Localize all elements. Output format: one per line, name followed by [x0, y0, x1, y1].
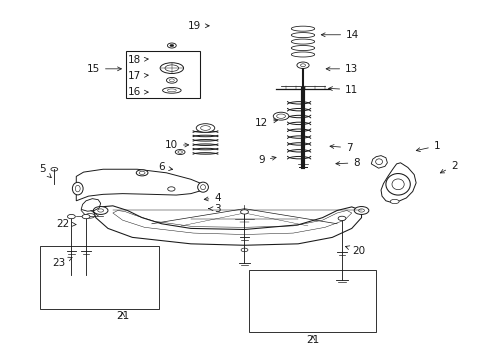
Ellipse shape: [51, 167, 58, 171]
Bar: [126, 51, 199, 98]
Text: 1: 1: [415, 141, 440, 152]
Ellipse shape: [139, 171, 145, 175]
Ellipse shape: [389, 199, 398, 204]
Ellipse shape: [167, 187, 175, 191]
Ellipse shape: [67, 215, 75, 219]
Text: 18: 18: [128, 55, 148, 65]
Text: 7: 7: [329, 143, 352, 153]
Text: 21: 21: [116, 311, 129, 321]
Text: 19: 19: [188, 21, 209, 31]
Ellipse shape: [72, 182, 83, 195]
Ellipse shape: [358, 209, 364, 212]
Text: 13: 13: [325, 64, 358, 74]
Ellipse shape: [375, 159, 382, 165]
Text: 5: 5: [39, 164, 51, 177]
Text: 17: 17: [128, 71, 148, 81]
Ellipse shape: [296, 62, 308, 68]
Text: 4: 4: [204, 193, 221, 203]
Ellipse shape: [164, 65, 178, 71]
Ellipse shape: [200, 126, 210, 130]
Text: 15: 15: [86, 64, 121, 74]
Text: 21: 21: [305, 334, 319, 345]
Text: 12: 12: [254, 118, 277, 128]
Text: 10: 10: [164, 140, 188, 150]
Ellipse shape: [175, 149, 184, 154]
Ellipse shape: [166, 77, 177, 83]
Ellipse shape: [276, 114, 285, 118]
Text: 9: 9: [258, 155, 276, 165]
Ellipse shape: [167, 43, 176, 48]
Text: 3: 3: [208, 204, 221, 214]
Ellipse shape: [300, 64, 305, 67]
Text: 6: 6: [158, 162, 172, 172]
Ellipse shape: [353, 207, 368, 215]
Ellipse shape: [385, 174, 409, 195]
Ellipse shape: [200, 185, 205, 190]
Ellipse shape: [273, 112, 288, 120]
Ellipse shape: [169, 44, 173, 46]
Text: 20: 20: [345, 246, 365, 256]
Ellipse shape: [98, 209, 103, 212]
Text: 11: 11: [328, 85, 358, 95]
Ellipse shape: [162, 87, 181, 93]
Ellipse shape: [85, 213, 95, 218]
Text: 14: 14: [321, 30, 359, 40]
Text: 2: 2: [439, 161, 457, 173]
Bar: [40, 246, 159, 309]
Ellipse shape: [178, 151, 182, 153]
Text: 8: 8: [335, 158, 359, 168]
Text: 22: 22: [57, 219, 76, 229]
Ellipse shape: [93, 207, 108, 215]
Ellipse shape: [82, 215, 90, 219]
Ellipse shape: [197, 182, 208, 192]
Text: 16: 16: [128, 87, 148, 97]
Ellipse shape: [169, 79, 174, 82]
Ellipse shape: [240, 210, 248, 214]
Text: 23: 23: [53, 257, 72, 268]
Ellipse shape: [167, 89, 176, 92]
Bar: [249, 270, 375, 332]
Ellipse shape: [337, 216, 345, 221]
Ellipse shape: [136, 170, 148, 176]
Ellipse shape: [196, 124, 214, 132]
Ellipse shape: [391, 179, 404, 190]
Ellipse shape: [75, 185, 80, 192]
Ellipse shape: [241, 248, 247, 252]
Ellipse shape: [160, 63, 183, 73]
